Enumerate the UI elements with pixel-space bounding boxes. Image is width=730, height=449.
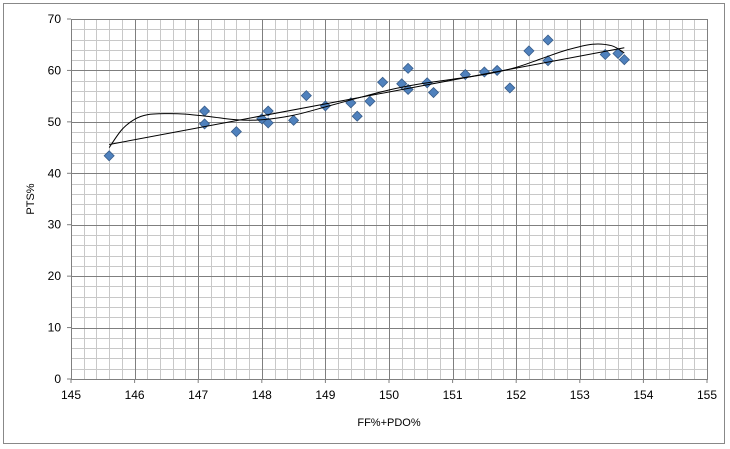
- x-tick-label: 151: [443, 388, 463, 402]
- x-tick-label: 154: [633, 388, 653, 402]
- x-tick-label: 152: [506, 388, 526, 402]
- data-point: [396, 78, 408, 90]
- polynomial-trendline: [108, 43, 625, 148]
- data-point: [262, 105, 274, 117]
- x-tick-label: 150: [379, 388, 399, 402]
- data-points: [103, 34, 630, 162]
- x-tick-label: 146: [125, 388, 145, 402]
- major-gridlines: [71, 19, 708, 380]
- data-point: [542, 55, 554, 67]
- y-tick-label: 20: [48, 269, 62, 283]
- x-axis-ticks: 145 146 147 148 149 150 151 152 153 154 155: [61, 379, 717, 402]
- data-point: [504, 82, 516, 94]
- y-tick-label: 70: [48, 12, 62, 26]
- x-tick-label: 147: [188, 388, 208, 402]
- data-point: [402, 62, 414, 74]
- data-point: [618, 54, 630, 66]
- y-tick-label: 60: [48, 63, 62, 77]
- data-point: [491, 64, 503, 76]
- scatter-chart: 145 146 147 148 149 150 151 152 153 154 155 0 10 20 3…: [25, 12, 717, 429]
- y-tick-label: 10: [48, 321, 62, 335]
- data-point: [542, 34, 554, 46]
- x-tick-label: 155: [697, 388, 717, 402]
- data-point: [288, 114, 300, 126]
- x-tick-label: 145: [61, 388, 81, 402]
- data-point: [523, 45, 535, 57]
- x-tick-label: 148: [252, 388, 272, 402]
- y-tick-label: 0: [54, 372, 61, 386]
- data-point: [427, 86, 440, 99]
- data-point: [351, 110, 363, 122]
- x-tick-label: 149: [315, 388, 335, 402]
- data-point: [364, 95, 376, 107]
- y-tick-label: 50: [48, 115, 62, 129]
- data-point: [300, 90, 312, 102]
- x-tick-label: 153: [570, 388, 590, 402]
- data-point: [377, 76, 389, 88]
- x-axis-title: FF%+PDO%: [357, 417, 420, 429]
- y-axis-ticks: 0 10 20 30 40 50 60 70: [48, 12, 71, 386]
- data-point: [262, 117, 274, 129]
- data-point: [230, 126, 242, 138]
- data-point: [612, 47, 624, 60]
- chart-frame: 145 146 147 148 149 150 151 152 153 154 155 0 10 20 3…: [3, 3, 725, 444]
- data-point: [198, 105, 211, 117]
- y-axis-title: PTS%: [25, 183, 37, 214]
- y-tick-label: 30: [48, 218, 62, 232]
- y-tick-label: 40: [48, 166, 62, 180]
- data-point: [103, 150, 115, 162]
- trendlines: [108, 43, 625, 148]
